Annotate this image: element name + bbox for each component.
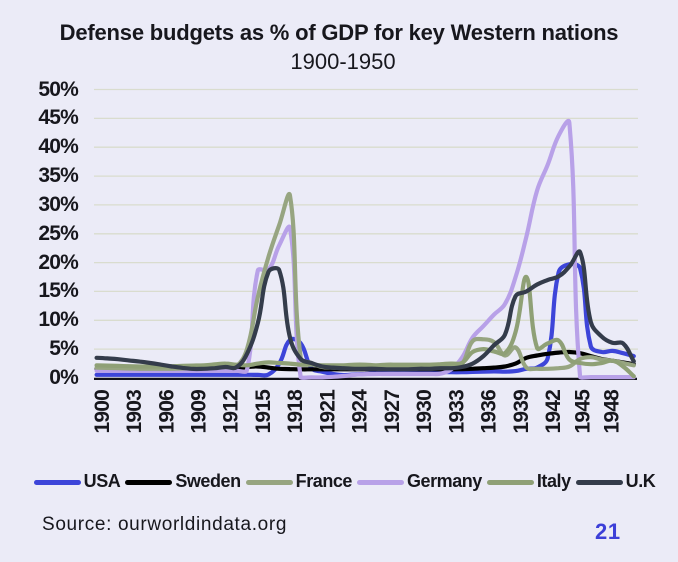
svg-text:1930: 1930 xyxy=(413,390,436,434)
svg-text:1909: 1909 xyxy=(188,390,211,434)
svg-text:1939: 1939 xyxy=(510,390,533,434)
svg-text:1903: 1903 xyxy=(123,390,146,434)
svg-text:1912: 1912 xyxy=(220,390,243,434)
svg-text:1936: 1936 xyxy=(478,390,501,434)
svg-text:1915: 1915 xyxy=(252,389,275,434)
svg-text:1942: 1942 xyxy=(542,390,565,434)
svg-text:1933: 1933 xyxy=(445,390,468,434)
svg-text:1945: 1945 xyxy=(571,389,594,434)
svg-text:1906: 1906 xyxy=(155,390,178,434)
svg-text:1918: 1918 xyxy=(284,389,307,434)
svg-text:1921: 1921 xyxy=(316,389,339,434)
svg-text:1900: 1900 xyxy=(91,390,114,434)
svg-text:1924: 1924 xyxy=(349,389,372,434)
svg-text:1927: 1927 xyxy=(381,390,404,434)
svg-text:1948: 1948 xyxy=(600,389,623,434)
